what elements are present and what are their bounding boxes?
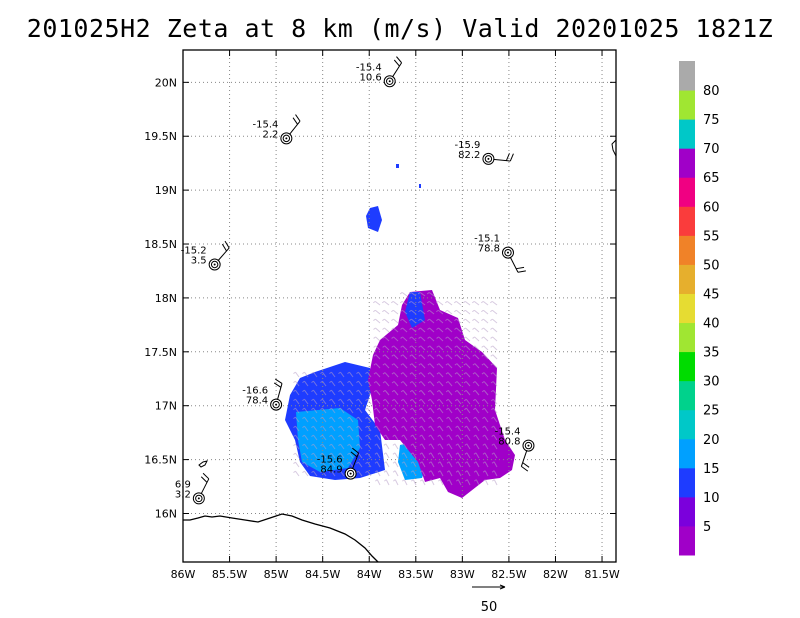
colorbar-swatch (679, 264, 695, 294)
colorbar-label: 65 (703, 171, 720, 186)
lon-tick-label: 84W (357, 568, 382, 581)
colorbar-swatch (679, 380, 695, 411)
station-value-bottom: 84.9 (320, 465, 342, 476)
station-value-bottom: 2.2 (262, 129, 278, 140)
colorbar-swatch (679, 409, 695, 440)
station-value-top: -15.2 (181, 246, 207, 257)
reference-vector: 50 (472, 584, 506, 615)
colorbar-swatch (679, 235, 695, 265)
wind-vector-field (293, 292, 498, 486)
map-grid (183, 50, 616, 562)
colorbar-label: 35 (703, 346, 720, 361)
lat-axis: 16N 16.5N 17N 17.5N 18N 18.5N 19N 19.5N 20N (144, 76, 616, 520)
station-marker: -15.42.2 (252, 114, 301, 145)
lat-tick-label: 18N (155, 292, 177, 305)
colorbar-swatch (679, 148, 695, 178)
colorbar-label: 25 (703, 404, 720, 419)
colorbar-swatch (679, 61, 695, 91)
station-marker: -16.678.4 (242, 378, 283, 411)
station-value-top: -15.4 (356, 62, 382, 73)
cyan-region (296, 408, 360, 472)
colorbar-label: 15 (703, 462, 720, 477)
colorbar-label: 75 (703, 113, 720, 128)
station-marker: -15.480.8 (495, 427, 535, 472)
colorbar-swatch (679, 293, 695, 324)
colorbar-label: 55 (703, 229, 720, 244)
station-value-bottom: 78.8 (478, 244, 500, 255)
colorbar-swatch (679, 467, 695, 498)
station-marker: -15.982.2 (455, 140, 514, 165)
lon-tick-label: 82W (543, 568, 568, 581)
lon-axis: 86W 85.5W 85W 84.5W 84W 83.5W 83W 82.5W 82W 81.5W (171, 50, 620, 581)
colorbar-swatch (679, 351, 695, 382)
station-value-bottom: 3.5 (191, 256, 207, 267)
coast-edge-east (611, 139, 616, 157)
lat-tick-label: 16N (155, 507, 177, 520)
lon-tick-label: 84.5W (305, 568, 340, 581)
colorbar-label: 45 (703, 287, 720, 302)
lat-tick-label: 19.5N (144, 130, 177, 143)
colorbar-label: 30 (703, 375, 720, 390)
lon-tick-label: 81.5W (584, 568, 619, 581)
station-value-top: -15.1 (474, 234, 500, 245)
lat-tick-label: 16.5N (144, 454, 177, 467)
station-marker: -15.23.5 (181, 240, 230, 271)
colorbar-swatch (679, 525, 695, 556)
reference-vector-label: 50 (481, 600, 498, 615)
colorbar-swatch (679, 119, 695, 149)
station-value-top: -15.9 (455, 140, 481, 151)
station-marker: -15.684.9 (317, 447, 360, 480)
station-marker: -15.178.8 (474, 234, 526, 273)
lon-tick-label: 85.5W (212, 568, 247, 581)
colorbar-label: 70 (703, 142, 720, 157)
lat-tick-label: 17N (155, 400, 177, 413)
purple-region (368, 290, 515, 498)
lon-tick-label: 85W (264, 568, 289, 581)
station-value-bottom: 10.6 (359, 72, 381, 83)
lon-tick-label: 83.5W (398, 568, 433, 581)
map-title: 201025H2 Zeta at 8 km (m/s) Valid 202010… (26, 14, 774, 43)
lat-tick-label: 19N (155, 184, 177, 197)
blue-patch-north (366, 206, 382, 232)
station-marker: 6.93.2 (175, 472, 210, 505)
blue-dot-1 (396, 164, 399, 168)
colorbar-swatch (679, 90, 695, 120)
colorbar-label: 10 (703, 491, 720, 506)
station-marker: -15.410.6 (356, 56, 403, 88)
colorbar-swatch (679, 206, 695, 236)
colorbar-swatch (679, 322, 695, 353)
lon-tick-label: 82.5W (491, 568, 526, 581)
colorbar-label: 40 (703, 317, 720, 332)
station-layer: -15.410.6-15.42.2-15.982.2-15.23.5-15.17… (175, 56, 535, 505)
colorbar-label: 20 (703, 433, 720, 448)
blue-dot-2 (419, 184, 421, 188)
lat-tick-label: 20N (155, 76, 177, 89)
station-value-top: 6.9 (175, 479, 191, 490)
colorbar-swatch (679, 496, 695, 527)
colorbar-swatch (679, 438, 695, 469)
station-value-top: -15.6 (317, 455, 343, 466)
station-value-top: -15.4 (495, 427, 521, 438)
station-value-bottom: 78.4 (246, 396, 268, 407)
station-value-bottom: 82.2 (458, 150, 480, 161)
colorbar-label: 5 (703, 520, 711, 535)
colorbar-label: 50 (703, 258, 720, 273)
colorbar-label: 60 (703, 200, 720, 215)
colorbar: 5 10 15 20 25 30 35 40 45 50 55 60 65 70 75 80 (679, 61, 720, 556)
lat-tick-label: 17.5N (144, 346, 177, 359)
station-value-bottom: 80.8 (498, 437, 520, 448)
island-1 (198, 460, 208, 468)
lon-tick-label: 86W (171, 568, 196, 581)
lon-tick-label: 83W (450, 568, 475, 581)
station-value-top: -15.4 (252, 119, 278, 130)
plot-frame (182, 49, 617, 563)
colorbar-swatch (679, 177, 695, 207)
colorbar-label: 80 (703, 84, 720, 99)
lat-tick-label: 18.5N (144, 238, 177, 251)
wind-speed-field (285, 164, 515, 498)
station-value-top: -16.6 (242, 386, 268, 397)
station-value-bottom: 3.2 (175, 489, 191, 500)
coastline (183, 513, 379, 562)
